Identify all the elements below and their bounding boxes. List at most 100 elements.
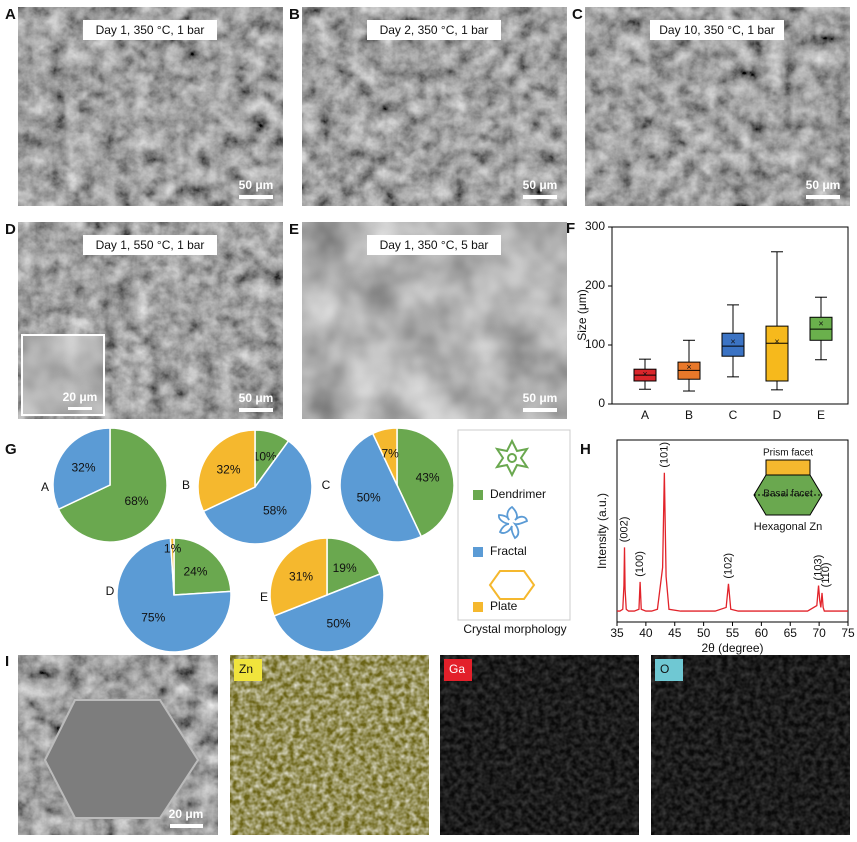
pie-value-label: 58% <box>263 503 287 517</box>
element-label-box <box>655 659 683 681</box>
scale-bar <box>170 824 203 828</box>
peak-label: (100) <box>634 551 646 577</box>
caption-box <box>367 20 501 40</box>
panel-letter: C <box>572 6 583 23</box>
legend-swatch <box>473 602 483 612</box>
pie-value-label: 32% <box>72 460 96 474</box>
pie-label: D <box>106 584 115 598</box>
pie-value-label: 10% <box>253 449 277 463</box>
scale-bar-label: 50 μm <box>806 178 841 192</box>
caption: Day 1, 550 °C, 1 bar <box>96 238 205 252</box>
pie-slice <box>52 427 111 511</box>
x-tick-label: 60 <box>755 626 769 640</box>
pie-value-label: 1% <box>164 542 182 556</box>
inset-caption: Hexagonal Zn <box>754 521 823 533</box>
eds-map <box>440 655 639 835</box>
pie-slice <box>339 432 423 543</box>
y-tick-label: 300 <box>585 219 605 233</box>
y-axis-label: Size (μm) <box>575 289 589 341</box>
panel-letter: G <box>5 441 17 458</box>
x-tick-label: D <box>773 408 782 422</box>
caption-box <box>367 235 501 255</box>
pie-value-label: 31% <box>289 570 313 584</box>
prism-facet <box>765 459 811 476</box>
dendrimer-icon <box>494 438 530 478</box>
pie-value-label: 7% <box>381 447 399 461</box>
eds-map <box>230 655 429 835</box>
scale-bar-label: 50 μm <box>523 391 558 405</box>
legend-swatch <box>473 490 483 500</box>
pie-label: E <box>260 590 268 604</box>
peak-label: (101) <box>658 442 670 468</box>
legend-title: Crystal morphology <box>463 622 566 636</box>
scale-bar <box>806 195 840 199</box>
scale-bar <box>523 195 557 199</box>
eds-map <box>651 655 850 835</box>
plot-frame <box>611 226 849 405</box>
fractal-icon <box>497 505 529 540</box>
pie-slice <box>396 427 455 538</box>
element-label: Zn <box>239 662 253 676</box>
mean-marker: × <box>686 362 691 372</box>
eds-map-signal <box>230 655 429 835</box>
peak-label: (002) <box>618 517 630 543</box>
inset-border <box>21 334 105 416</box>
mean-marker: × <box>818 319 823 329</box>
panel-letter: H <box>580 441 591 458</box>
sem-image <box>302 7 567 206</box>
mean-marker: × <box>642 369 647 379</box>
pie-slice <box>57 427 168 543</box>
element-label-box <box>234 659 262 681</box>
x-tick-label: 50 <box>697 626 711 640</box>
element-label: O <box>660 662 669 676</box>
basal-label: Basal facet <box>763 489 813 500</box>
peak-label: (102) <box>722 553 734 579</box>
x-tick-label: 65 <box>784 626 798 640</box>
scale-bar-label: 50 μm <box>523 178 558 192</box>
pie-value-label: 50% <box>357 491 381 505</box>
y-tick-label: 0 <box>598 396 605 410</box>
pie-slice <box>371 427 398 486</box>
scale-bar-label: 20 μm <box>169 807 204 821</box>
prism-label: Prism facet <box>763 448 813 459</box>
panel-letter: D <box>5 221 16 238</box>
y-tick-label: 200 <box>585 278 605 292</box>
legend-frame <box>457 429 571 621</box>
legend-swatch <box>473 547 483 557</box>
inset-scale-bar <box>68 407 92 410</box>
inset-scale-bar-label: 20 μm <box>63 390 98 404</box>
panel-letter: I <box>5 653 9 670</box>
plate-icon <box>488 570 536 600</box>
x-tick-label: 55 <box>726 626 740 640</box>
legend-label: Dendrimer <box>490 487 546 501</box>
pie-slice <box>169 537 175 596</box>
scale-bar <box>239 195 273 199</box>
box <box>721 332 745 357</box>
y-axis-label: Intensity (a.u.) <box>595 493 609 569</box>
caption: Day 1, 350 °C, 1 bar <box>96 23 205 37</box>
scale-bar-label: 50 μm <box>239 178 274 192</box>
pie-slice <box>273 573 385 653</box>
x-tick-label: 35 <box>610 626 624 640</box>
pie-slice <box>197 429 256 513</box>
peak-label: (103) <box>812 555 824 581</box>
pie-value-label: 75% <box>141 611 165 625</box>
panel-letter: A <box>5 6 16 23</box>
pie-value-label: 24% <box>183 564 207 578</box>
pie-value-label: 50% <box>327 616 351 630</box>
x-tick-label: 45 <box>668 626 682 640</box>
box <box>765 325 789 382</box>
scale-bar <box>523 408 557 412</box>
scale-bar-label: 50 μm <box>239 391 274 405</box>
x-tick-label: 75 <box>841 626 855 640</box>
caption-box <box>650 20 784 40</box>
x-tick-label: A <box>641 408 649 422</box>
pie-value-label: 32% <box>217 462 241 476</box>
caption: Day 2, 350 °C, 1 bar <box>380 23 489 37</box>
pie-label: B <box>182 478 190 492</box>
x-tick-label: C <box>729 408 738 422</box>
pie-value-label: 68% <box>124 494 148 508</box>
x-tick-label: 40 <box>639 626 653 640</box>
pie-slice <box>269 537 328 617</box>
